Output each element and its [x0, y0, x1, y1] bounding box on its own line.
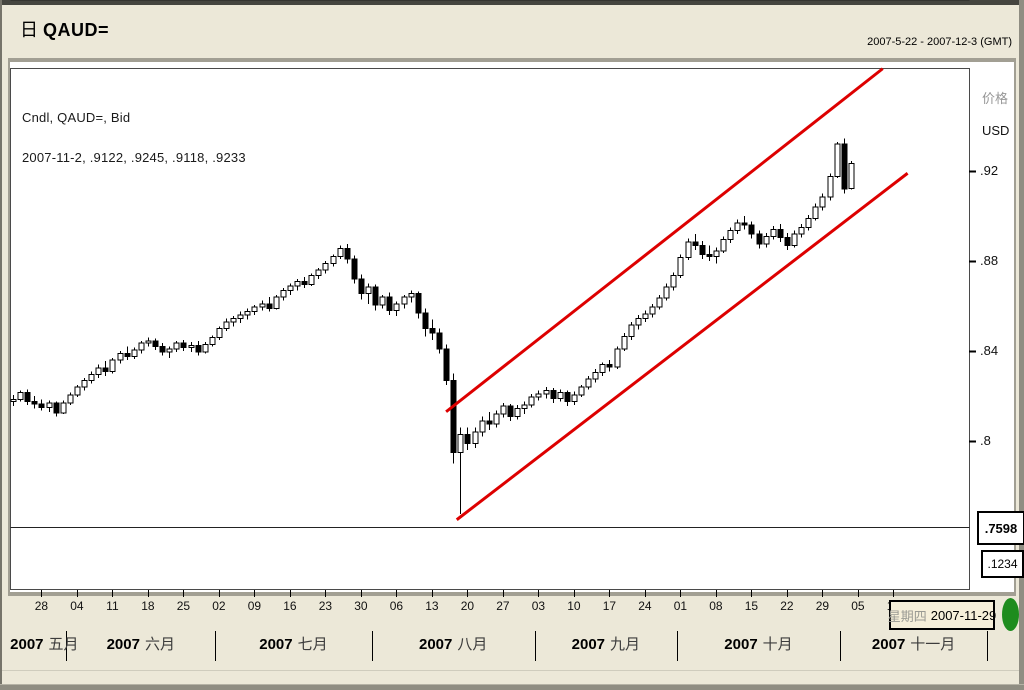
x-axis-date-label: 28: [34, 599, 49, 613]
x-axis-date-label: 11: [106, 599, 119, 613]
x-axis-date-label: 09: [247, 599, 262, 613]
symbol-label: QAUD=: [43, 20, 110, 40]
month-label: 2007 十月: [724, 636, 793, 653]
y-axis-title: 价格: [982, 91, 1009, 106]
x-axis-date-label: 05: [851, 599, 865, 613]
pane-floor-value-box: .7598: [977, 511, 1024, 545]
y-axis-tick-label: .84: [980, 343, 999, 358]
x-axis-date-label: 25: [176, 599, 191, 613]
x-axis-date-label: 10: [567, 599, 581, 613]
x-axis-date-label: 06: [389, 599, 404, 613]
footer-divider: [2, 670, 1019, 671]
current-date-label: 2007-11-29: [930, 607, 997, 623]
weekday-label: 星期四: [887, 608, 927, 624]
x-axis-date-label: 04: [70, 599, 84, 613]
month-label: 2007 五月: [10, 636, 79, 653]
x-axis-date-label: 01: [673, 599, 688, 613]
month-label: 2007 八月: [419, 636, 488, 653]
x-axis-date-label: 29: [815, 599, 830, 613]
sub-value-box: .1234: [981, 550, 1024, 578]
month-label: 2007 九月: [571, 636, 641, 653]
legend-series: Cndl, QAUD=, Bid: [22, 110, 131, 125]
x-axis-date-label: 20: [460, 599, 475, 613]
trend-channel-lines: [445, 67, 909, 521]
window-right-edge: [1019, 0, 1024, 690]
x-axis-date-label: 18: [141, 599, 155, 613]
x-axis-date-label: 16: [283, 599, 297, 613]
x-axis-date-label: 23: [318, 599, 333, 613]
x-axis-date-label: 13: [425, 599, 439, 613]
x-axis-date-label: 27: [496, 599, 510, 613]
window-top-edge: [0, 0, 1024, 5]
y-axis-tick-label: .8: [980, 433, 991, 448]
y-axis-tick-label: .92: [980, 163, 999, 178]
x-axis-date-label: 22: [780, 599, 794, 613]
x-axis-date-label: 24: [638, 599, 652, 613]
month-label: 2007 七月: [259, 636, 328, 653]
chart-frame: [8, 58, 1016, 596]
live-status-indicator-icon: [1002, 598, 1019, 631]
axis-tick-marks: [41, 170, 988, 661]
candlestick-series: [10, 138, 855, 515]
x-axis-date-label: 30: [354, 599, 368, 613]
x-axis-date-label: 03: [531, 599, 546, 613]
interval-label: 日: [20, 20, 38, 40]
month-label: 2007 十一月: [871, 636, 956, 653]
window-bottom-edge: [0, 684, 1024, 690]
x-axis-date-label: 08: [709, 599, 723, 613]
x-axis-date-label: 02: [212, 599, 226, 613]
y-axis-currency: USD: [982, 123, 1010, 138]
month-label: 2007 六月: [106, 636, 175, 653]
page-title: 日 QAUD=: [20, 16, 109, 42]
date-range-label: 2007-5-22 - 2007-12-3 (GMT): [867, 36, 1012, 48]
plot-border: [10, 0, 970, 590]
window-left-edge: [0, 0, 2, 690]
x-axis-date-label: 17: [602, 599, 617, 613]
legend-ohlc-values: 2007-11-2, .9122, .9245, .9118, .9233: [22, 150, 246, 165]
current-date-box: 星期四 2007-11-29: [887, 600, 997, 630]
x-axis-date-label: 15: [744, 599, 759, 613]
y-axis-tick-label: .88: [980, 253, 999, 268]
